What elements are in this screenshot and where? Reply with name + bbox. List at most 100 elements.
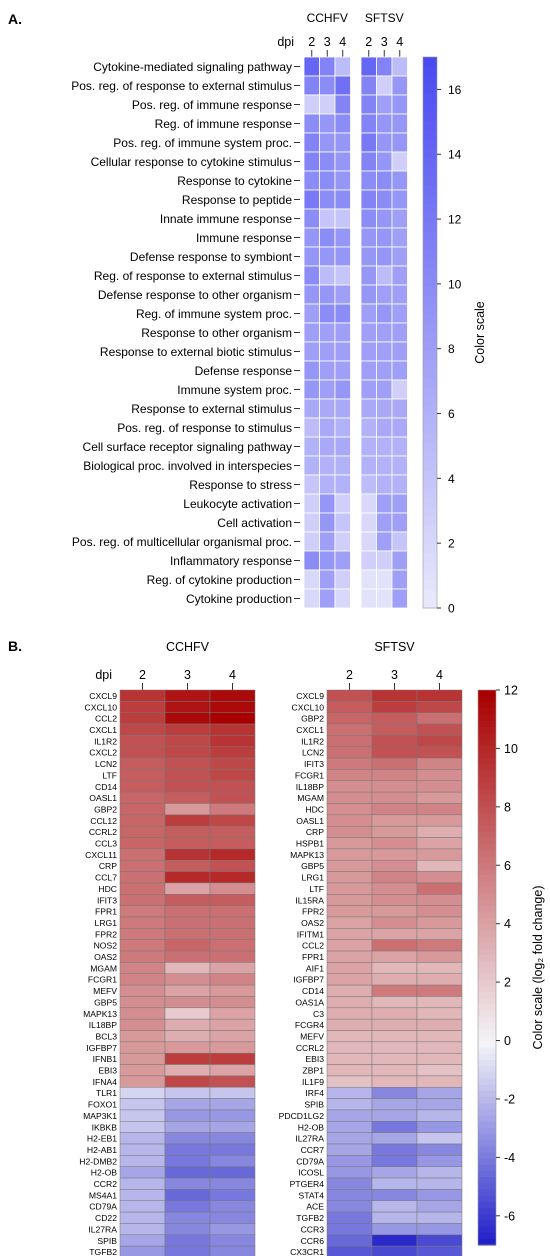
row-label: CCL12	[90, 816, 117, 826]
colorbar-segment	[478, 813, 496, 821]
heatmap-cell	[360, 588, 377, 609]
heatmap-cell	[209, 1155, 256, 1167]
colorbar-segment	[423, 332, 437, 343]
heatmap-cell	[164, 1064, 211, 1077]
heatmap-cell	[416, 1211, 463, 1224]
heatmap-cell	[164, 1018, 211, 1031]
heatmap-cell	[371, 1143, 418, 1156]
heatmap-cell	[360, 227, 377, 248]
heatmap-cell	[326, 1030, 373, 1043]
heatmap-cell	[119, 882, 166, 895]
column-label: 4	[396, 35, 403, 49]
row-label: Cytokine production	[186, 592, 292, 606]
heatmap-cell	[326, 1041, 373, 1054]
heatmap-cell	[360, 322, 377, 343]
heatmap-cell	[303, 246, 320, 267]
heatmap-cell	[164, 746, 211, 759]
heatmap-cell	[416, 1223, 463, 1236]
heatmap-cell	[209, 689, 256, 702]
colorbar-segment	[478, 770, 496, 777]
colorbar-segment	[423, 130, 437, 141]
heatmap-cell	[119, 1041, 166, 1054]
colorbar-tick-label: 2	[448, 537, 455, 551]
heatmap-cell	[391, 379, 408, 400]
group-label-cchfv: CCHFV	[307, 11, 348, 25]
heatmap-cell	[209, 1211, 256, 1224]
heatmap-cell	[303, 569, 320, 590]
row-label: Pos. reg. of response to external stimul…	[71, 79, 292, 93]
heatmap-cell	[371, 1007, 418, 1020]
heatmap-cell	[376, 493, 393, 514]
heatmap-cell	[391, 341, 408, 362]
colorbar-segment	[478, 831, 496, 839]
heatmap-cell	[119, 1177, 166, 1190]
colorbar-tick-label: 14	[448, 148, 462, 162]
heatmap-cell	[376, 550, 393, 571]
heatmap-cell	[334, 341, 351, 362]
heatmap-cell	[119, 769, 166, 782]
row-label: FPR1	[95, 907, 117, 917]
row-label: TLR1	[96, 1088, 117, 1098]
column-label: 3	[184, 668, 191, 682]
heatmap-cell	[164, 871, 211, 884]
heatmap-cell	[334, 303, 351, 324]
heatmap-cell	[371, 916, 418, 929]
heatmap-cell	[416, 848, 463, 861]
colorbar-segment	[478, 850, 496, 858]
heatmap-cell	[303, 417, 320, 438]
heatmap-cell	[360, 417, 377, 438]
colorbar-segment	[423, 259, 437, 269]
colorbar-tick-label: 8	[504, 800, 511, 814]
heatmap-cell	[376, 303, 393, 324]
heatmap-cell	[326, 1075, 373, 1088]
heatmap-cell	[371, 1155, 418, 1167]
heatmap-cell	[303, 56, 320, 77]
heatmap-cell	[376, 265, 393, 286]
row-label: Cytokine-mediated signaling pathway	[93, 60, 292, 74]
colorbar-tick-label: 0	[504, 1034, 511, 1048]
heatmap-cell	[119, 928, 166, 940]
colorbar-segment	[423, 194, 437, 205]
colorbar-segment	[478, 875, 496, 882]
heatmap-cell	[416, 1041, 463, 1054]
heatmap-cell	[209, 712, 256, 725]
heatmap-cell	[376, 512, 393, 533]
heatmap-cell	[326, 1189, 373, 1202]
colorbar-segment	[478, 1177, 496, 1184]
row-label: IL18BP	[89, 1020, 117, 1030]
colorbar-segment	[423, 268, 437, 278]
heatmap-cell	[164, 1223, 211, 1236]
heatmap-cell	[164, 1132, 211, 1145]
heatmap-cell	[391, 227, 408, 248]
heatmap-cell	[326, 996, 373, 1009]
heatmap-cell	[119, 1052, 166, 1065]
colorbar-segment	[478, 1121, 496, 1129]
heatmap-cell	[416, 1132, 463, 1145]
heatmap-cell	[319, 436, 336, 457]
colorbar-segment	[478, 1090, 496, 1098]
heatmap-cell	[376, 227, 393, 248]
heatmap-cell	[303, 360, 320, 381]
heatmap-cell	[326, 1052, 373, 1065]
colorbar-segment	[423, 543, 437, 554]
heatmap-cell	[334, 113, 351, 134]
heatmap-cell	[319, 303, 336, 324]
heatmap-cell	[119, 825, 166, 838]
heatmap-cell	[164, 882, 211, 895]
heatmap-cell	[371, 1109, 418, 1122]
heatmap-cell	[371, 1052, 418, 1065]
row-label: MEFV	[93, 986, 117, 996]
row-label: LRG1	[95, 918, 118, 928]
heatmap-cell	[164, 1109, 211, 1122]
row-label: EBI3	[98, 1066, 117, 1076]
heatmap-cell	[303, 284, 320, 305]
heatmap-cell	[319, 132, 336, 153]
heatmap-cell	[334, 227, 351, 248]
colorbar-segment	[478, 1127, 496, 1135]
colorbar-segment	[423, 580, 437, 591]
row-label: OAS1A	[295, 997, 324, 1007]
heatmap-cell	[209, 814, 256, 827]
heatmap-cell	[164, 860, 211, 872]
heatmap-cell	[416, 905, 463, 918]
